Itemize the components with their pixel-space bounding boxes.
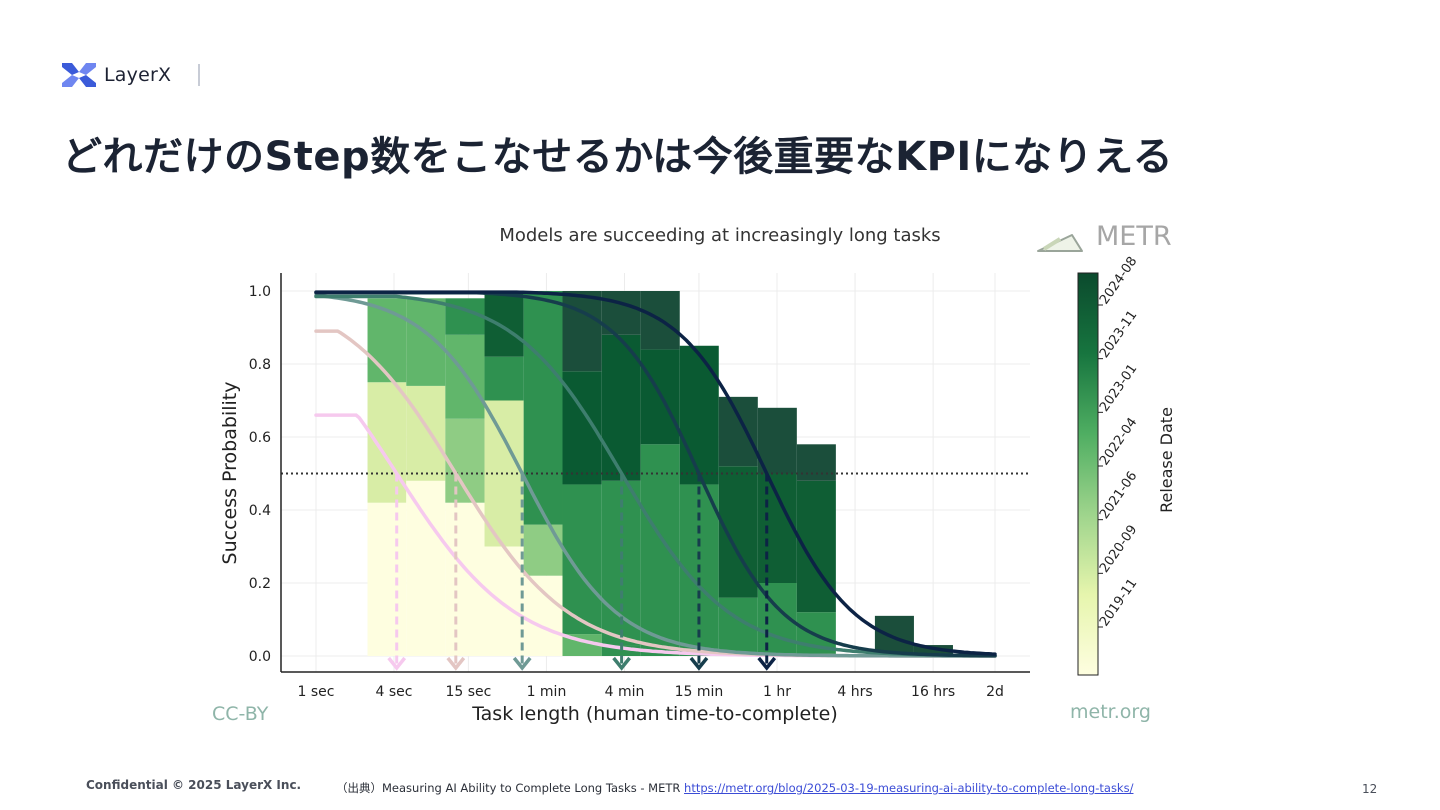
- bin-bar-1: [406, 385, 446, 481]
- y-tick-label: 0.2: [249, 576, 271, 592]
- source-text: （出典）Measuring AI Ability to Complete Lon…: [336, 781, 681, 795]
- x-tick-label: 15 sec: [445, 684, 491, 700]
- site-label: metr.org: [1070, 701, 1151, 723]
- plot-area: 1 sec 4 sec 15 sec 1 min 4 min 15 min 1 hr 4 hr…: [219, 254, 1176, 725]
- colorbar-tick-label: 2021-06: [1097, 469, 1140, 522]
- y-tick-label: 0.6: [249, 430, 271, 446]
- layerx-logo: LayerX: [62, 60, 171, 90]
- p50-arrow-2: [512, 656, 532, 671]
- series-curve-5: [314, 290, 997, 656]
- y-tick-label: 0.8: [249, 357, 271, 373]
- source-link[interactable]: https://metr.org/blog/2025-03-19-measuri…: [684, 781, 1134, 795]
- x-tick-label: 1 hr: [763, 684, 791, 700]
- page-number: 12: [1362, 782, 1378, 796]
- x-tick-label: 2d: [986, 684, 1004, 700]
- x-tick-label: 16 hrs: [911, 684, 955, 700]
- logo-text: LayerX: [104, 64, 172, 86]
- bin-bar-6: [601, 645, 641, 656]
- colorbar-tick-label: 2020-09: [1097, 523, 1140, 576]
- bin-bar-10: [757, 473, 797, 583]
- bin-bar-2: [445, 502, 485, 656]
- logo-separator: [198, 64, 200, 86]
- bin-bar-4: [523, 524, 563, 576]
- license-label: CC-BY: [212, 703, 269, 725]
- bin-bar-0: [367, 298, 407, 383]
- confidential-note: Confidential © 2025 LayerX Inc.: [86, 778, 302, 792]
- x-tick-label: 4 sec: [375, 684, 412, 700]
- p50-arrow-0: [387, 656, 407, 671]
- bin-bar-10: [757, 407, 797, 474]
- x-tick-label: 4 min: [605, 684, 645, 700]
- metr-logo: METR: [1037, 221, 1172, 252]
- x-tick-label: 1 min: [527, 684, 567, 700]
- x-axis-label: Task length (human time-to-complete): [471, 703, 838, 725]
- colorbar-tick-label: 2022-04: [1097, 415, 1140, 468]
- bin-bar-8: [679, 345, 719, 485]
- colorbar-tick-label: 2024-08: [1097, 254, 1140, 307]
- layerx-logo-icon: [62, 63, 96, 87]
- colorbar-tick-label: 2023-11: [1097, 308, 1140, 361]
- source-citation: （出典）Measuring AI Ability to Complete Lon…: [336, 780, 1133, 796]
- colorbar: [1077, 272, 1099, 676]
- bin-bar-7: [640, 444, 680, 656]
- colorbar-tick-label: 2019-11: [1097, 576, 1140, 629]
- y-axis-label: Success Probability: [219, 382, 241, 565]
- bin-bar-3: [484, 291, 524, 357]
- bin-bar-3: [484, 356, 524, 401]
- bin-bar-9: [718, 396, 758, 467]
- bin-bar-4: [523, 575, 563, 656]
- y-tick-label: 0.4: [249, 503, 271, 519]
- colorbar-label: Release Date: [1157, 407, 1176, 513]
- colorbar-tick-label: 2023-01: [1097, 362, 1140, 415]
- y-tick-label: 0.0: [249, 649, 271, 665]
- metr-chart: 1 sec 4 sec 15 sec 1 min 4 min 15 min 1 hr 4 hr…: [212, 221, 1176, 725]
- p50-arrow-4: [689, 656, 709, 671]
- chart-title: Models are succeeding at increasingly lo…: [499, 225, 940, 246]
- bin-bar-1: [406, 480, 446, 656]
- y-tick-label: 1.0: [249, 284, 271, 300]
- x-tick-label: 4 hrs: [837, 684, 872, 700]
- bin-bar-11: [796, 444, 836, 481]
- bin-bar-13: [913, 645, 953, 656]
- p50-arrow-5: [757, 656, 777, 671]
- slide-title: どれだけのStep数をこなせるかは今後重要なKPIになりえる: [62, 134, 1174, 180]
- x-tick-label: 15 min: [675, 684, 724, 700]
- p50-arrow-3: [612, 656, 631, 671]
- metr-brand: METR: [1096, 221, 1172, 252]
- bin-bar-6: [601, 334, 641, 481]
- x-tick-label: 1 sec: [298, 684, 335, 700]
- p50-arrow-1: [446, 656, 466, 671]
- series-curve-2: [314, 293, 997, 658]
- bin-bar-5: [562, 291, 602, 372]
- bin-bar-0: [367, 382, 407, 503]
- bin-bar-0: [367, 502, 407, 656]
